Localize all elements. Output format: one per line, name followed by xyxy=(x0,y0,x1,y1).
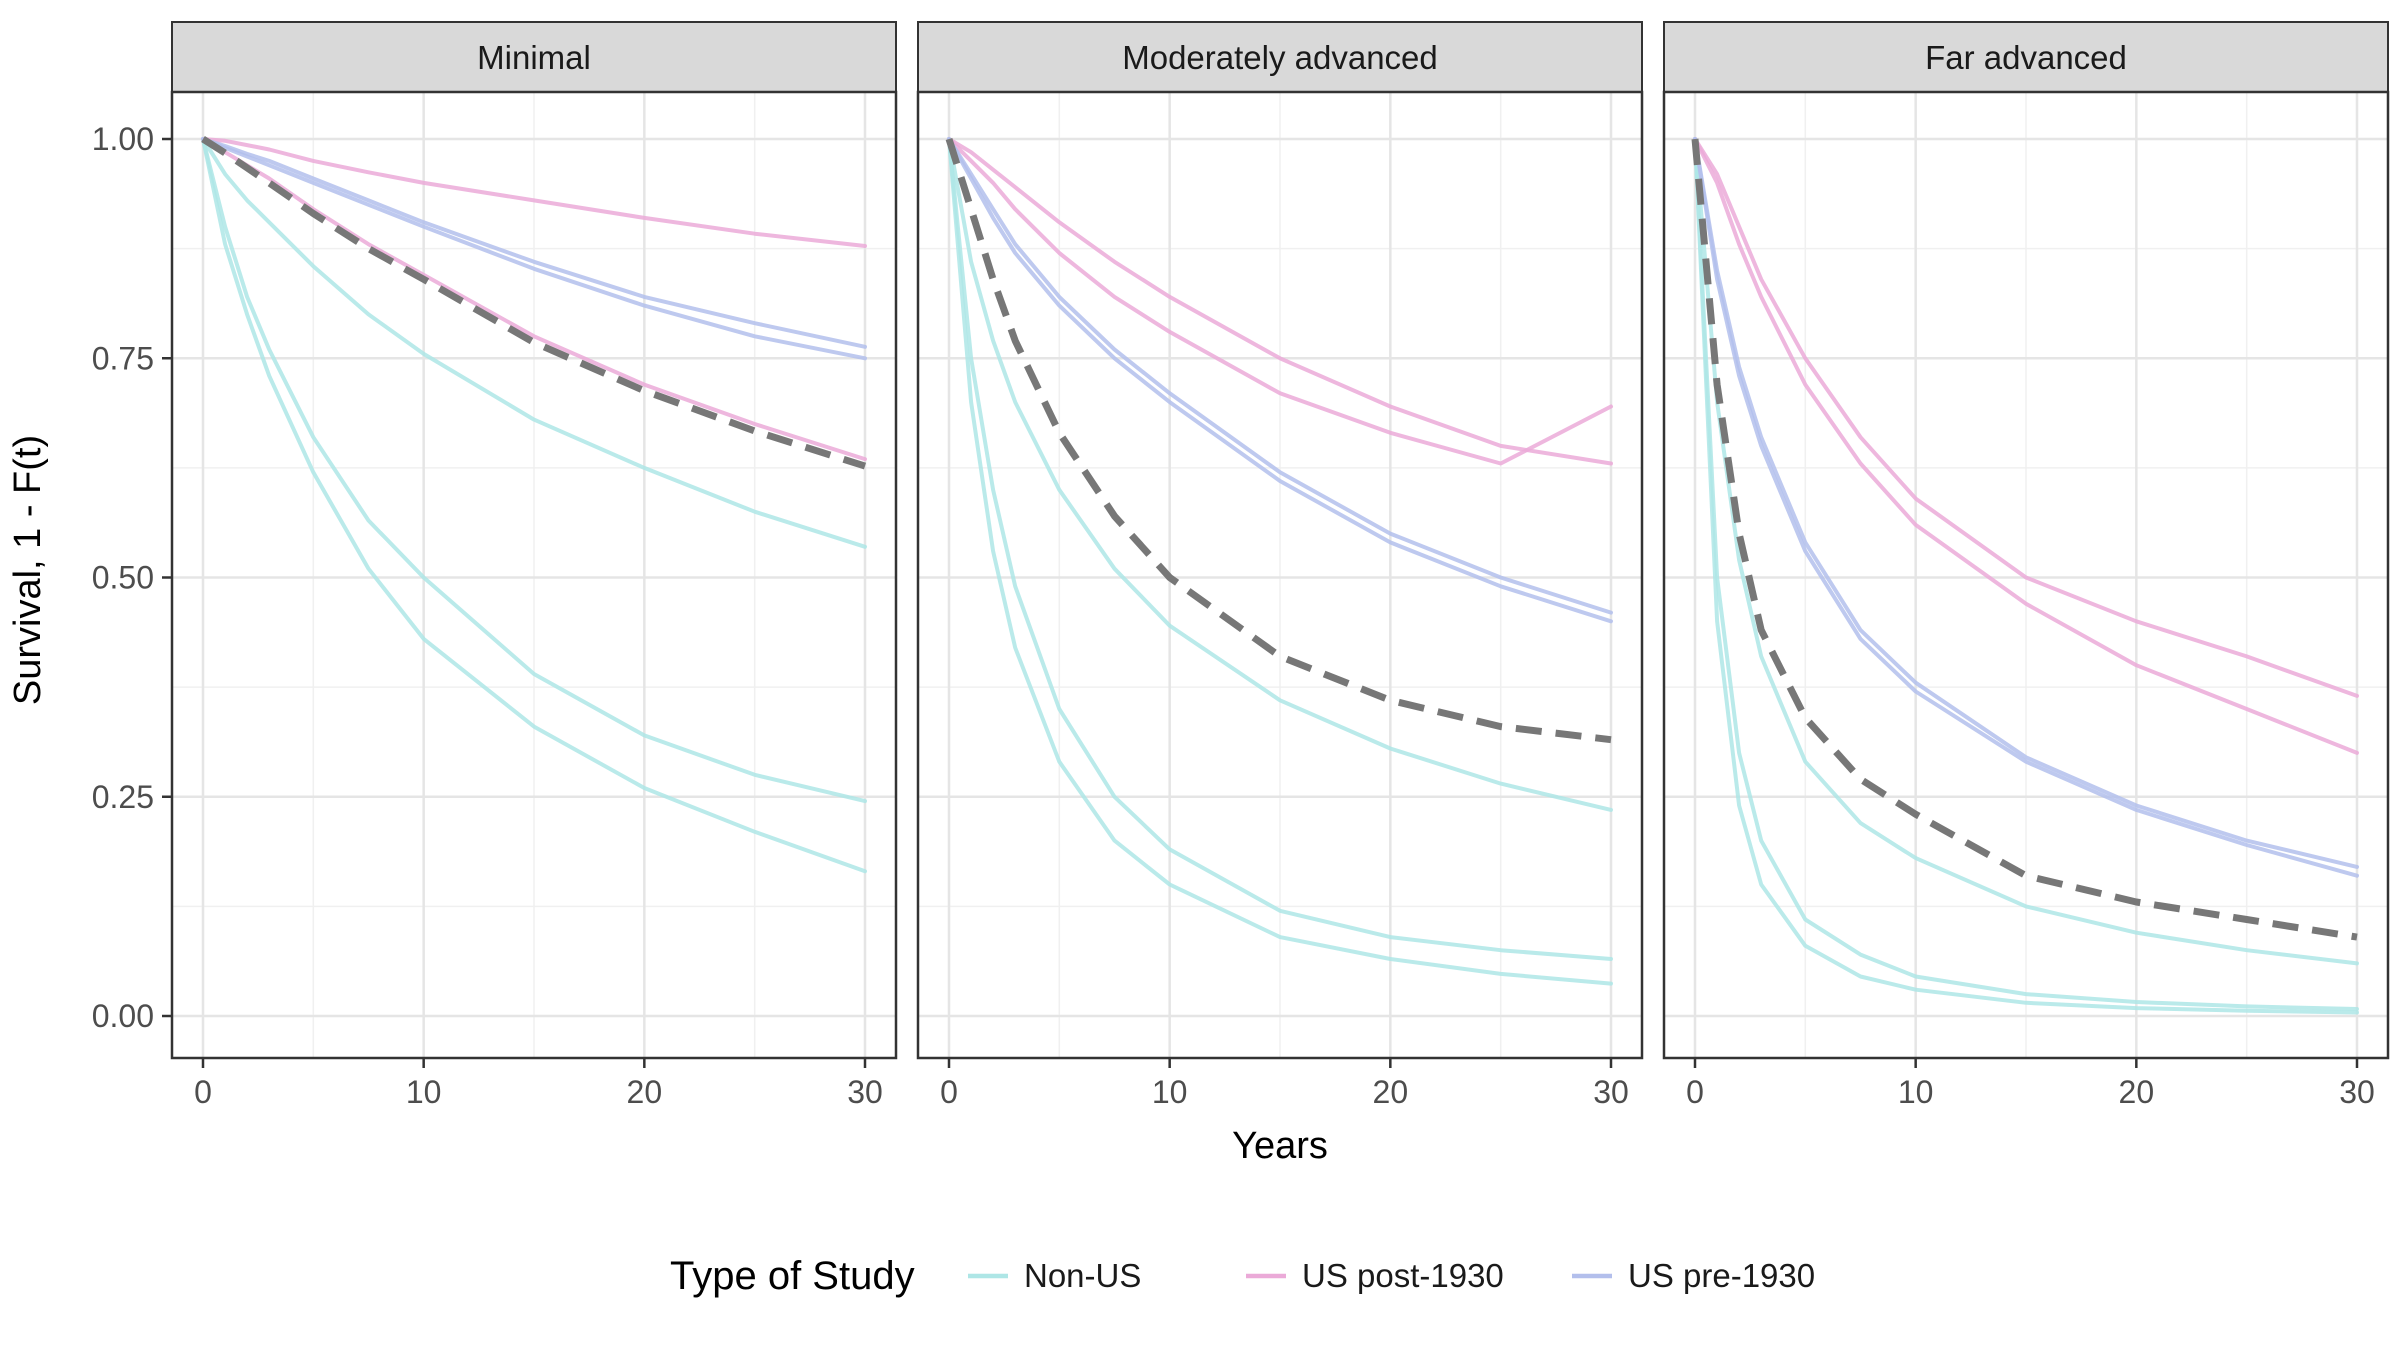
facet-panel-3: Far advanced 0 10 20 30 xyxy=(1662,21,2390,1110)
legend-label: US post-1930 xyxy=(1302,1257,1504,1294)
facet-strip-label: Far advanced xyxy=(1925,39,2127,76)
panels-layer: Minimal 0 10 20 30 0.00 0.25 0.50 0.75 1.00 Modera… xyxy=(92,21,2390,1110)
facet-strip xyxy=(1663,21,2389,93)
x-tick-label: 0 xyxy=(940,1074,958,1110)
panel-border xyxy=(1662,90,2390,1060)
y-tick-label: 0.25 xyxy=(92,779,154,815)
x-tick-label: 10 xyxy=(1898,1074,1934,1110)
series-line-us-post-1930 xyxy=(201,137,867,248)
series-line-non-us xyxy=(201,137,867,549)
x-tick-label: 20 xyxy=(1373,1074,1409,1110)
x-tick-label: 30 xyxy=(1593,1074,1629,1110)
series-line-us-pre-1930 xyxy=(201,137,867,349)
series-line-non-us xyxy=(1693,137,2359,1011)
series-line-non-us xyxy=(201,137,867,804)
pooled-dashed-line xyxy=(201,136,867,470)
legend-title: Type of Study xyxy=(670,1254,915,1298)
y-tick-label: 0.00 xyxy=(92,998,154,1034)
facet-strip-label: Minimal xyxy=(477,39,591,76)
facet-strip xyxy=(171,21,897,93)
series-line-us-pre-1930 xyxy=(201,137,867,361)
series-line-us-pre-1930 xyxy=(947,137,1613,615)
legend-label: Non-US xyxy=(1024,1257,1141,1294)
facet-panel-1: Minimal 0 10 20 30 0.00 0.25 0.50 0.75 1.00 xyxy=(92,21,898,1110)
x-tick-label: 30 xyxy=(2339,1074,2375,1110)
facet-strip-label: Moderately advanced xyxy=(1122,39,1438,76)
series-line-non-us xyxy=(947,137,1613,812)
x-tick-label: 0 xyxy=(1686,1074,1704,1110)
x-tick-label: 20 xyxy=(627,1074,663,1110)
series-line-non-us xyxy=(201,137,867,874)
series-line-non-us xyxy=(1693,137,2359,1015)
legend: Type of Study Non-US US post-1930 US pre-19… xyxy=(670,1254,1815,1298)
panel-border xyxy=(916,90,1644,1060)
x-axis-title: Years xyxy=(1232,1125,1328,1167)
facet-strip xyxy=(917,21,1643,93)
x-tick-label: 10 xyxy=(406,1074,442,1110)
x-tick-label: 20 xyxy=(2119,1074,2155,1110)
x-tick-label: 0 xyxy=(194,1074,212,1110)
series-line-us-pre-1930 xyxy=(947,137,1613,624)
pooled-dashed-line xyxy=(1691,138,2358,941)
x-tick-label: 10 xyxy=(1152,1074,1188,1110)
legend-label: US pre-1930 xyxy=(1628,1257,1815,1294)
x-tick-label: 30 xyxy=(847,1074,883,1110)
pooled-dashed-line xyxy=(945,137,1612,744)
series-line-us-post-1930 xyxy=(947,137,1613,466)
y-tick-label: 0.50 xyxy=(92,560,154,596)
series-line-us-post-1930 xyxy=(1693,137,2359,698)
series-line-non-us xyxy=(947,137,1613,986)
series-line-us-post-1930 xyxy=(947,137,1613,466)
series-line-us-post-1930 xyxy=(1693,137,2359,755)
y-tick-label: 1.00 xyxy=(92,121,154,157)
y-tick-label: 0.75 xyxy=(92,340,154,376)
series-line-non-us xyxy=(947,137,1613,961)
series-line-us-pre-1930 xyxy=(1693,137,2359,878)
facet-panel-2: Moderately advanced 0 10 20 30 xyxy=(916,21,1644,1110)
panel-border xyxy=(170,90,898,1060)
y-axis-title: Survival, 1 - F(t) xyxy=(7,435,49,705)
